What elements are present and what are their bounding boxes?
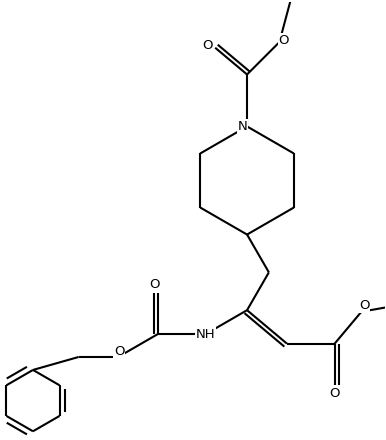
Text: O: O <box>149 278 160 291</box>
Text: O: O <box>329 387 340 400</box>
Text: O: O <box>203 39 213 52</box>
Text: NH: NH <box>196 327 215 341</box>
Text: N: N <box>238 120 248 133</box>
Text: O: O <box>278 33 289 47</box>
Text: O: O <box>114 345 125 358</box>
Text: O: O <box>359 299 370 312</box>
